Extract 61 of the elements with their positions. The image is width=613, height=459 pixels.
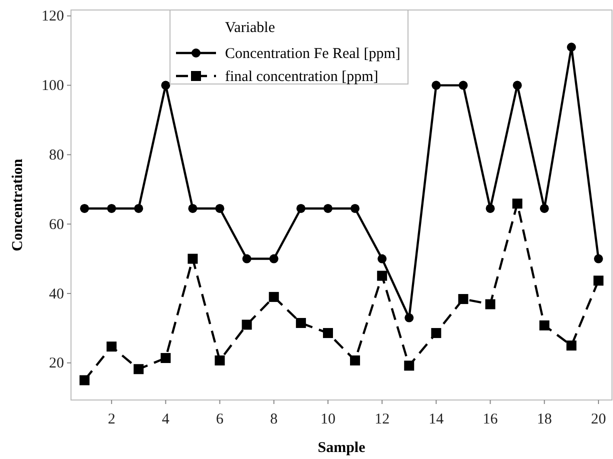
point (323, 204, 332, 213)
x-tick-label: 20 (590, 412, 606, 428)
point (458, 80, 468, 90)
point (377, 270, 388, 281)
point (80, 375, 90, 386)
point (404, 313, 414, 322)
y-tick-label: 60 (49, 216, 64, 233)
point (214, 355, 225, 366)
point (188, 254, 198, 264)
point (322, 328, 333, 338)
point (512, 198, 522, 209)
point (594, 254, 603, 264)
y-tick-label: 20 (49, 356, 64, 372)
point (107, 204, 116, 213)
x-tick-label: 18 (536, 412, 552, 428)
y-axis-title: Concentration (10, 158, 26, 252)
legend-title: Variable (225, 20, 276, 36)
x-tick-label: 10 (320, 412, 336, 428)
point (486, 204, 495, 213)
point (242, 320, 252, 330)
y-tick-label: 80 (49, 147, 64, 164)
y-tick-label: 100 (42, 78, 64, 94)
point (161, 80, 170, 90)
point (458, 294, 468, 304)
point (350, 204, 360, 213)
point (242, 254, 252, 264)
point (485, 299, 496, 310)
x-tick-label: 2 (108, 412, 116, 428)
point (431, 328, 442, 338)
point (350, 355, 360, 366)
point (188, 204, 198, 213)
point (432, 80, 441, 90)
point (134, 364, 144, 374)
point (296, 204, 306, 213)
point (566, 42, 576, 52)
point (106, 342, 117, 352)
point (134, 204, 144, 213)
point (593, 276, 604, 286)
point (539, 320, 550, 330)
point (566, 340, 576, 351)
x-tick-label: 14 (428, 412, 444, 428)
y-tick-label: 120 (42, 8, 64, 25)
point (268, 292, 279, 302)
x-tick-label: 12 (374, 412, 390, 428)
point (215, 204, 224, 213)
x-tick-label: 4 (162, 412, 170, 428)
point (512, 80, 522, 90)
y-tick-label: 40 (49, 286, 64, 302)
legend-label: Concentration Fe Real [ppm] (225, 46, 400, 62)
x-tick-label: 16 (482, 412, 498, 428)
point (404, 360, 414, 371)
point (160, 353, 171, 364)
x-tick-label: 8 (270, 412, 278, 428)
point (296, 318, 306, 328)
point (80, 204, 90, 213)
point (269, 254, 278, 264)
x-tick-label: 6 (216, 412, 224, 428)
point (378, 254, 387, 264)
legend-label: final concentration [ppm] (225, 69, 378, 85)
point (540, 204, 549, 213)
x-axis-title: Sample (318, 440, 366, 456)
